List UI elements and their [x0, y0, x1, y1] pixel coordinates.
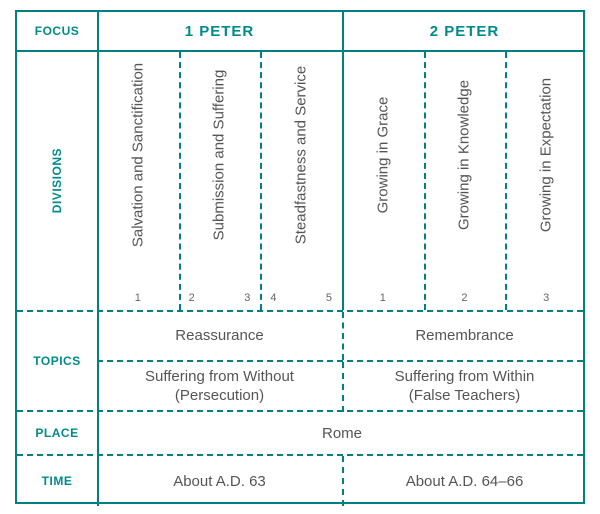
- topic-reassurance: Reassurance: [97, 312, 342, 360]
- division-col-4: Growing in Grace 1: [342, 52, 424, 310]
- row-divisions: DIVISIONS Salvation and Sanctification 1…: [17, 52, 583, 312]
- division-text: Growing in Expectation: [538, 78, 555, 232]
- topic-without: Suffering from Without (Persecution): [97, 362, 342, 412]
- division-col-2: Submission and Suffering 2 3: [179, 52, 261, 310]
- topic-line: (False Teachers): [409, 387, 520, 406]
- chapter-ref: 2: [461, 292, 467, 304]
- topic-within: Suffering from Within (False Teachers): [342, 362, 587, 412]
- row-topics: TOPICS Reassurance Remembrance Suffering…: [17, 312, 583, 412]
- division-text: Salvation and Sanctification: [129, 63, 146, 247]
- topic-line: (Persecution): [175, 387, 264, 406]
- chapter-ref: 1: [135, 292, 141, 304]
- focus-book-2: 2 PETER: [342, 12, 587, 50]
- chapter-ref: 5: [326, 292, 332, 304]
- time-label: TIME: [17, 456, 97, 506]
- division-col-1: Salvation and Sanctification 1: [97, 52, 179, 310]
- place-value: Rome: [97, 412, 587, 454]
- row-time: TIME About A.D. 63 About A.D. 64–66: [17, 456, 583, 506]
- division-col-6: Growing in Expectation 3: [505, 52, 587, 310]
- division-text: Steadfastness and Service: [293, 66, 310, 244]
- division-col-5: Growing in Knowledge 2: [424, 52, 506, 310]
- epistle-outline-table: FOCUS 1 PETER 2 PETER DIVISIONS Salvatio…: [15, 10, 585, 504]
- topic-remembrance: Remembrance: [342, 312, 587, 360]
- divisions-label: DIVISIONS: [50, 148, 64, 213]
- chapter-ref: 3: [244, 292, 250, 304]
- division-text: Growing in Knowledge: [456, 80, 473, 230]
- chapter-ref: 4: [270, 292, 276, 304]
- focus-label: FOCUS: [17, 12, 97, 50]
- time-right: About A.D. 64–66: [342, 456, 587, 506]
- time-left: About A.D. 63: [97, 456, 342, 506]
- topics-label: TOPICS: [17, 312, 97, 410]
- division-col-3: Steadfastness and Service 4 5: [260, 52, 342, 310]
- division-text: Submission and Suffering: [211, 70, 228, 241]
- chapter-ref: 3: [543, 292, 549, 304]
- topic-line: Suffering from Within: [395, 368, 535, 387]
- division-text: Growing in Grace: [374, 97, 391, 214]
- focus-book-1: 1 PETER: [97, 12, 342, 50]
- topic-line: Suffering from Without: [145, 368, 294, 387]
- place-label: PLACE: [17, 412, 97, 454]
- chapter-ref: 1: [380, 292, 386, 304]
- chapter-ref: 2: [189, 292, 195, 304]
- row-focus: FOCUS 1 PETER 2 PETER: [17, 12, 583, 52]
- row-place: PLACE Rome: [17, 412, 583, 456]
